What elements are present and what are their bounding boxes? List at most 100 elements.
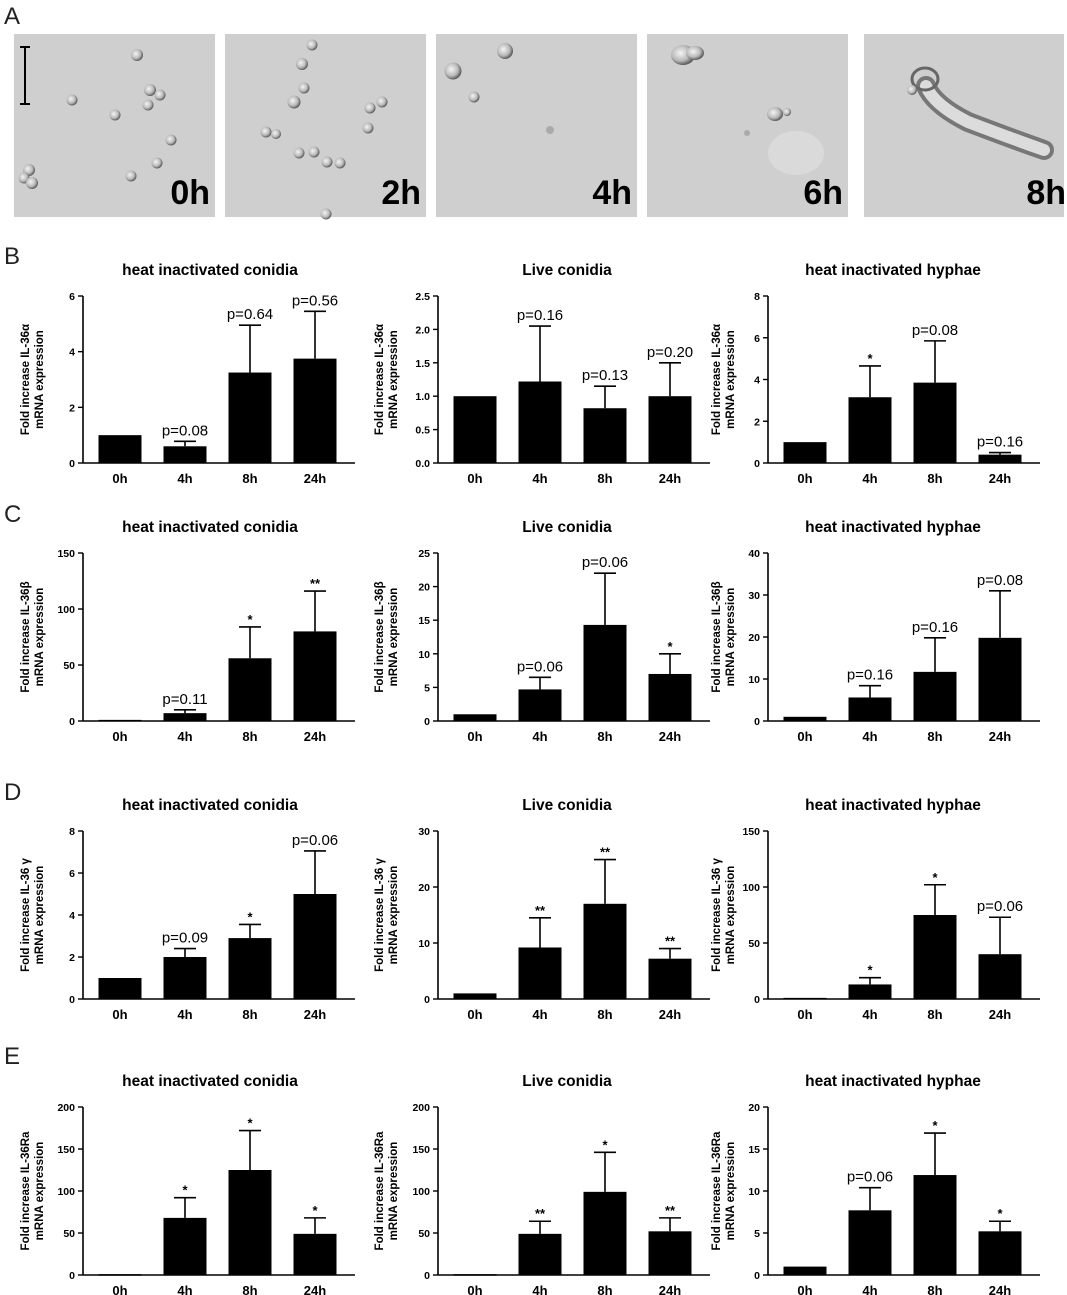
p-value-label: p=0.16 (977, 434, 1023, 451)
bar (228, 372, 272, 463)
y-tick-label: 10 (418, 649, 430, 661)
x-tick-label: 0h (467, 729, 482, 744)
micrograph-label: 6h (803, 174, 843, 212)
y-tick-label: 150 (57, 1144, 75, 1156)
y-axis-label-line: mRNA expression (34, 866, 46, 965)
x-tick-label: 24h (659, 1283, 681, 1295)
panel-letter-b: B (4, 243, 20, 270)
x-tick-label: 0h (112, 729, 127, 744)
p-value-label: p=0.08 (977, 572, 1023, 589)
bar (228, 938, 272, 999)
y-tick-label: 15 (418, 615, 430, 627)
y-tick-label: 4 (69, 910, 75, 922)
p-value-label: p=0.06 (582, 554, 628, 571)
significance-marker: * (667, 639, 673, 654)
panel-letter-e: E (4, 1043, 20, 1070)
micrograph-0h: 0h (14, 34, 215, 217)
bar (783, 1266, 827, 1275)
chart-title: heat inactivated hyphae (805, 797, 981, 814)
p-value-label: p=0.16 (517, 307, 563, 324)
significance-marker: * (182, 1183, 188, 1198)
y-tick-label: 40 (748, 548, 760, 560)
y-axis-label-line: mRNA expression (34, 330, 46, 429)
y-tick-label: 0 (754, 716, 760, 728)
y-tick-label: 0.0 (415, 458, 430, 470)
micrograph-6h: 6h (647, 34, 848, 217)
significance-marker: ** (310, 576, 321, 591)
significance-marker: * (867, 351, 873, 366)
bar (453, 714, 497, 721)
bar (978, 954, 1022, 999)
y-tick-label: 0 (69, 716, 75, 728)
y-tick-label: 6 (69, 868, 75, 880)
significance-marker: * (932, 1118, 938, 1133)
panel-letter-c: C (4, 501, 21, 528)
y-axis-label-line: Fold increase IL-36β (374, 581, 386, 692)
y-axis-label: Fold increase IL-36α mRNA expression (374, 324, 400, 435)
bar (98, 1274, 142, 1276)
y-tick-label: 4 (754, 375, 760, 387)
micrograph-label: 4h (592, 174, 632, 212)
chart-e-heat-inactivated-hyphae: heat inactivated hyphae Fold increase IL-… (711, 1073, 1040, 1295)
x-tick-label: 8h (242, 729, 257, 744)
bar (228, 658, 272, 721)
y-tick-label: 2 (754, 416, 760, 428)
significance-marker: ** (535, 903, 546, 918)
y-axis-label: Fold increase IL-36α mRNA expression (20, 324, 46, 435)
y-tick-label: 100 (57, 1186, 75, 1198)
chart-title: heat inactivated hyphae (805, 262, 981, 279)
chart-title: heat inactivated hyphae (805, 519, 981, 536)
significance-marker: * (247, 612, 253, 627)
y-axis-label: Fold increase IL-36β mRNA expression (374, 581, 400, 692)
x-tick-label: 24h (304, 471, 326, 486)
bar (98, 719, 142, 722)
chart-c-live-conidia: Live conidia Fold increase IL-36β mRNA exp… (374, 519, 710, 744)
y-tick-label: 1.5 (415, 358, 430, 370)
chart-title: Live conidia (522, 797, 612, 814)
x-tick-label: 24h (989, 471, 1011, 486)
bar (783, 997, 827, 1000)
x-tick-label: 24h (659, 471, 681, 486)
x-tick-label: 24h (989, 729, 1011, 744)
y-tick-label: 5 (424, 682, 430, 694)
x-tick-label: 4h (862, 1283, 877, 1295)
chart-title: heat inactivated conidia (122, 1073, 298, 1090)
significance-marker: ** (535, 1206, 546, 1221)
y-tick-label: 6 (69, 291, 75, 303)
y-tick-label: 50 (418, 1228, 430, 1240)
y-tick-label: 15 (748, 1144, 760, 1156)
bar (293, 894, 337, 999)
y-tick-label: 100 (742, 882, 760, 894)
y-tick-label: 50 (63, 1228, 75, 1240)
y-tick-label: 1.0 (415, 391, 430, 403)
chart-title: heat inactivated conidia (122, 519, 298, 536)
x-tick-label: 8h (597, 471, 612, 486)
y-axis-label-line: mRNA expression (725, 330, 737, 429)
chart-b-heat-inactivated-conidia: heat inactivated conidia Fold increase IL… (20, 262, 355, 486)
bar (913, 671, 957, 721)
y-tick-label: 0 (754, 994, 760, 1006)
x-tick-label: 0h (112, 471, 127, 486)
y-axis-label: Fold increase IL-36β mRNA expression (711, 581, 737, 692)
x-tick-label: 24h (659, 729, 681, 744)
significance-marker: ** (665, 934, 676, 949)
x-tick-label: 4h (862, 471, 877, 486)
bar (163, 713, 207, 721)
bar (648, 396, 692, 463)
y-tick-label: 200 (412, 1102, 430, 1114)
x-tick-label: 8h (927, 1283, 942, 1295)
y-tick-label: 100 (412, 1186, 430, 1198)
y-tick-label: 20 (748, 1102, 760, 1114)
y-tick-label: 2.5 (415, 291, 430, 303)
y-axis-label: Fold increase IL-36 γ mRNA expression (374, 858, 400, 972)
y-axis-label-line: mRNA expression (388, 330, 400, 429)
chart-b-live-conidia: Live conidia Fold increase IL-36α mRNA exp… (374, 262, 710, 486)
bar (913, 1175, 957, 1275)
bar (648, 958, 692, 999)
x-tick-label: 8h (597, 1007, 612, 1022)
y-tick-label: 8 (754, 291, 760, 303)
y-tick-label: 10 (418, 938, 430, 950)
y-tick-label: 2.0 (415, 324, 430, 336)
panel-letter-a: A (4, 3, 20, 30)
y-axis-label-line: Fold increase IL-36 γ (374, 858, 386, 972)
